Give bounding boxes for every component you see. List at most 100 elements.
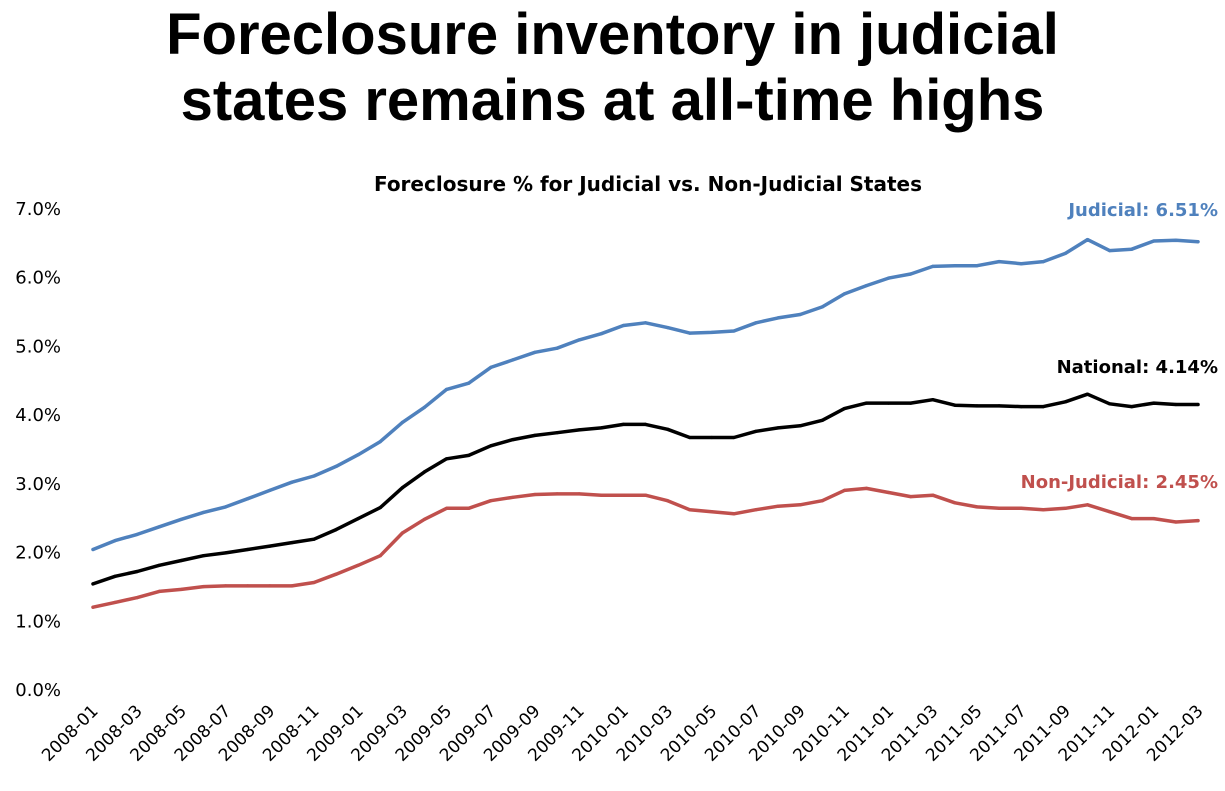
data-point-judicial — [798, 312, 802, 317]
data-point-national — [157, 563, 161, 567]
data-point-non_judicial — [1130, 517, 1134, 521]
data-point-judicial — [1130, 247, 1134, 251]
data-point-judicial — [1085, 238, 1090, 242]
data-point-national — [820, 418, 824, 422]
data-point-national — [1085, 392, 1090, 396]
data-point-non_judicial — [489, 499, 493, 503]
data-point-judicial — [997, 260, 1001, 264]
data-point-non_judicial — [798, 503, 802, 507]
data-point-national — [864, 401, 869, 405]
y-tick-label: 4.0% — [15, 405, 61, 426]
data-point-judicial — [511, 358, 515, 362]
y-tick-label: 2.0% — [15, 543, 61, 564]
data-point-national — [489, 444, 493, 448]
data-point-judicial — [135, 532, 139, 537]
data-point-judicial — [754, 321, 758, 325]
data-point-judicial — [179, 517, 183, 521]
data-point-non_judicial — [997, 506, 1001, 510]
data-point-non_judicial — [422, 517, 427, 521]
data-point-non_judicial — [135, 596, 139, 600]
data-point-non_judicial — [157, 589, 161, 594]
data-point-judicial — [290, 480, 294, 484]
series-end-label-national: National: 4.14% — [1057, 357, 1218, 378]
data-point-national — [842, 407, 847, 411]
data-point-judicial — [599, 332, 603, 336]
series-line-judicial — [91, 237, 1200, 552]
data-point-judicial — [334, 464, 338, 468]
data-point-judicial — [776, 316, 780, 320]
data-point-national — [400, 486, 404, 490]
data-point-non_judicial — [400, 531, 404, 535]
data-point-judicial — [864, 284, 869, 288]
data-point-judicial — [555, 346, 559, 350]
data-point-judicial — [1063, 251, 1067, 255]
data-point-non_judicial — [533, 492, 537, 497]
data-point-national — [201, 554, 206, 558]
data-point-non_judicial — [842, 488, 847, 492]
y-tick-label: 3.0% — [15, 474, 61, 495]
data-point-non_judicial — [887, 490, 891, 495]
data-point-non_judicial — [312, 580, 316, 585]
data-point-judicial — [577, 338, 581, 342]
data-point-non_judicial — [1019, 506, 1023, 510]
data-point-non_judicial — [1041, 508, 1045, 512]
data-point-judicial — [710, 330, 714, 334]
data-point-non_judicial — [754, 508, 758, 512]
data-point-non_judicial — [1174, 520, 1178, 524]
data-point-judicial — [400, 420, 404, 424]
data-point-judicial — [224, 505, 228, 509]
data-point-judicial — [1019, 262, 1023, 266]
data-point-non_judicial — [445, 506, 449, 510]
data-point-judicial — [467, 381, 471, 385]
data-point-national — [732, 435, 736, 440]
data-point-non_judicial — [621, 493, 626, 497]
data-point-national — [1063, 400, 1067, 404]
data-point-judicial — [621, 323, 626, 328]
data-point-national — [688, 435, 692, 440]
data-point-non_judicial — [1063, 506, 1067, 510]
data-point-national — [224, 551, 228, 555]
data-point-judicial — [201, 510, 206, 514]
data-point-non_judicial — [710, 510, 714, 514]
y-tick-label: 1.0% — [15, 611, 61, 632]
y-tick-label: 6.0% — [15, 268, 61, 289]
data-point-non_judicial — [268, 584, 272, 588]
data-point-judicial — [820, 305, 824, 309]
data-point-national — [1174, 402, 1178, 407]
data-point-national — [246, 547, 250, 552]
data-point-non_judicial — [1152, 517, 1156, 521]
data-point-judicial — [378, 440, 382, 444]
data-point-non_judicial — [334, 572, 338, 576]
data-point-non_judicial — [290, 584, 294, 588]
data-point-national — [710, 435, 714, 440]
data-point-national — [290, 541, 294, 545]
data-point-judicial — [445, 387, 449, 391]
data-point-national — [1108, 402, 1112, 406]
data-point-non_judicial — [224, 584, 228, 588]
data-point-national — [113, 574, 117, 578]
data-point-national — [312, 537, 316, 541]
data-point-judicial — [312, 474, 316, 478]
data-point-non_judicial — [688, 508, 692, 512]
data-point-non_judicial — [820, 499, 824, 503]
data-point-national — [467, 453, 471, 457]
data-point-judicial — [1108, 249, 1112, 253]
data-point-judicial — [842, 292, 847, 296]
data-point-national — [555, 431, 559, 435]
y-tick-label: 5.0% — [15, 336, 61, 357]
data-point-judicial — [489, 365, 493, 369]
data-point-national — [378, 506, 382, 510]
data-point-non_judicial — [666, 499, 670, 503]
data-point-non_judicial — [246, 584, 250, 588]
data-point-judicial — [268, 488, 272, 492]
data-point-non_judicial — [1196, 519, 1200, 523]
data-point-national — [334, 528, 338, 532]
data-point-national — [356, 517, 360, 521]
slide-title: Foreclosure inventory in judicial states… — [0, 2, 1225, 134]
data-point-national — [754, 429, 758, 433]
data-point-judicial — [533, 350, 537, 354]
data-point-non_judicial — [931, 493, 935, 497]
data-point-judicial — [1152, 239, 1156, 243]
data-point-judicial — [953, 264, 957, 268]
